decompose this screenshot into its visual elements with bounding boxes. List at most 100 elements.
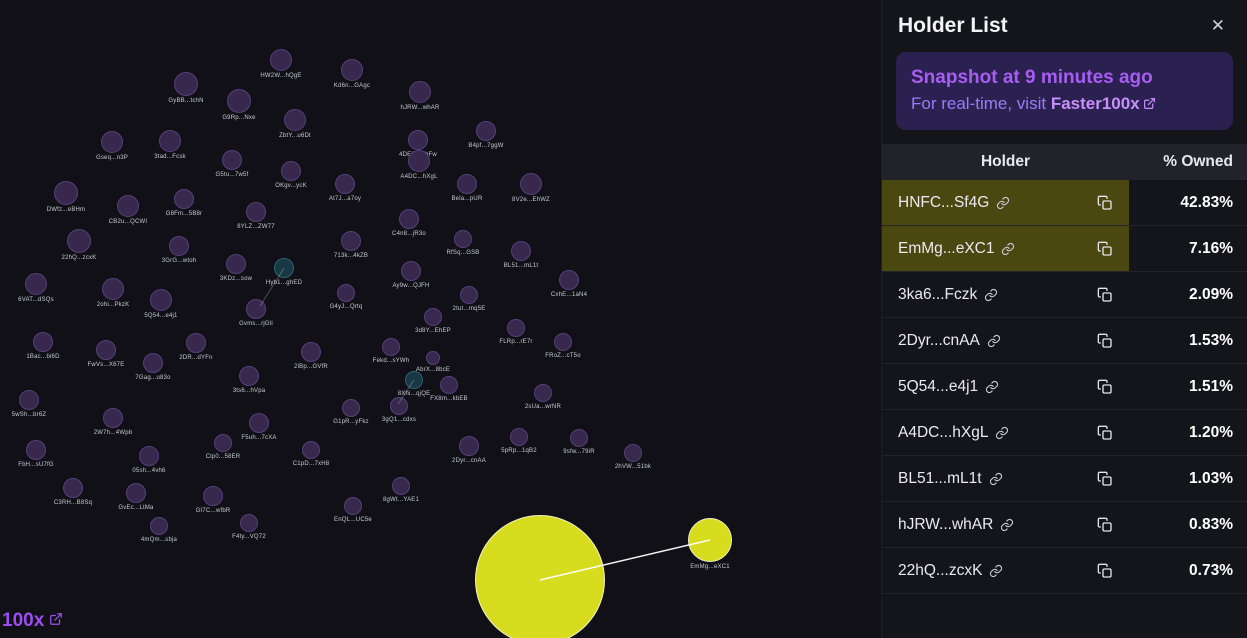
holder-bubble[interactable] xyxy=(174,72,198,96)
holder-bubble[interactable] xyxy=(101,131,123,153)
holder-bubble[interactable] xyxy=(570,429,588,447)
holder-row[interactable]: HNFC...Sf4G 42.83% xyxy=(882,180,1247,226)
copy-button[interactable] xyxy=(1097,471,1113,487)
holder-bubble[interactable] xyxy=(246,202,266,222)
holder-bubble[interactable] xyxy=(249,413,269,433)
address-link-icon[interactable] xyxy=(989,564,1003,578)
holder-bubble[interactable] xyxy=(274,258,294,278)
holder-bubble[interactable] xyxy=(401,261,421,281)
holder-bubble[interactable] xyxy=(270,49,292,71)
copy-button[interactable] xyxy=(1097,195,1113,211)
holder-bubble[interactable] xyxy=(246,299,266,319)
holder-bubble[interactable] xyxy=(117,195,139,217)
holder-bubble[interactable] xyxy=(239,366,259,386)
holder-bubble[interactable] xyxy=(67,229,91,253)
holder-bubble[interactable] xyxy=(408,130,428,150)
holder-bubble[interactable] xyxy=(341,231,361,251)
holder-address[interactable]: EmMg...eXC1 xyxy=(898,239,995,257)
holder-bubble[interactable] xyxy=(301,342,321,362)
holder-bubble[interactable] xyxy=(476,121,496,141)
holder-bubble[interactable] xyxy=(150,289,172,311)
address-link-icon[interactable] xyxy=(996,196,1010,210)
holder-bubble[interactable] xyxy=(554,333,572,351)
faster100x-link[interactable]: Faster100x xyxy=(1051,94,1156,113)
holder-bubble[interactable] xyxy=(342,399,360,417)
holder-bubble[interactable] xyxy=(382,338,400,356)
address-link-icon[interactable] xyxy=(984,288,998,302)
holder-address[interactable]: 5Q54...e4j1 xyxy=(898,377,979,395)
holder-bubble[interactable] xyxy=(459,436,479,456)
copy-button[interactable] xyxy=(1097,517,1113,533)
copy-button[interactable] xyxy=(1097,241,1113,257)
holder-bubble[interactable] xyxy=(511,241,531,261)
holder-bubble[interactable] xyxy=(159,130,181,152)
copy-button[interactable] xyxy=(1097,425,1113,441)
address-link-icon[interactable] xyxy=(987,334,1001,348)
holder-bubble[interactable] xyxy=(457,174,477,194)
holder-bubble[interactable] xyxy=(214,434,232,452)
holder-row[interactable]: 22hQ...zcxK 0.73% xyxy=(882,548,1247,594)
holder-bubble[interactable] xyxy=(302,441,320,459)
holder-bubble[interactable] xyxy=(203,486,223,506)
address-link-icon[interactable] xyxy=(995,426,1009,440)
holder-address[interactable]: 2Dyr...cnAA xyxy=(898,331,980,349)
holder-address[interactable]: hJRW...whAR xyxy=(898,515,994,533)
holder-bubble[interactable] xyxy=(520,173,542,195)
holder-row[interactable]: 2Dyr...cnAA 1.53% xyxy=(882,318,1247,364)
holder-row[interactable]: 5Q54...e4j1 1.51% xyxy=(882,364,1247,410)
holder-bubble[interactable] xyxy=(284,109,306,131)
copy-button[interactable] xyxy=(1097,333,1113,349)
holder-bubble[interactable] xyxy=(186,333,206,353)
address-link-icon[interactable] xyxy=(1000,518,1014,532)
holder-bubble[interactable] xyxy=(408,150,430,172)
holder-bubble[interactable] xyxy=(624,444,642,462)
holder-bubble[interactable] xyxy=(139,446,159,466)
holder-address[interactable]: BL51...mL1t xyxy=(898,469,982,487)
close-button[interactable]: ✕ xyxy=(1207,14,1229,38)
holder-row[interactable]: 3ka6...Fczk 2.09% xyxy=(882,272,1247,318)
holder-row[interactable]: BL51...mL1t 1.03% xyxy=(882,456,1247,502)
copy-button[interactable] xyxy=(1097,563,1113,579)
holder-bubble[interactable] xyxy=(54,181,78,205)
holder-bubble[interactable] xyxy=(222,150,242,170)
holder-bubble[interactable] xyxy=(63,478,83,498)
holder-address[interactable]: 22hQ...zcxK xyxy=(898,561,983,579)
holder-bubble[interactable] xyxy=(26,440,46,460)
holder-bubble[interactable] xyxy=(103,408,123,428)
holder-bubble[interactable] xyxy=(507,319,525,337)
holder-bubble[interactable] xyxy=(126,483,146,503)
holder-bubble[interactable] xyxy=(102,278,124,300)
address-link-icon[interactable] xyxy=(985,380,999,394)
holder-bubble[interactable] xyxy=(426,351,440,365)
holder-bubble[interactable] xyxy=(440,376,458,394)
holder-bubble[interactable] xyxy=(19,390,39,410)
holder-bubble[interactable] xyxy=(392,477,410,495)
copy-button[interactable] xyxy=(1097,287,1113,303)
holder-bubble[interactable] xyxy=(424,308,442,326)
holder-bubble[interactable] xyxy=(150,517,168,535)
holder-bubble[interactable] xyxy=(335,174,355,194)
holder-bubble[interactable] xyxy=(174,189,194,209)
holder-bubble[interactable] xyxy=(337,284,355,302)
holder-address[interactable]: 3ka6...Fczk xyxy=(898,285,978,303)
holder-bubble[interactable] xyxy=(454,230,472,248)
holder-bubble[interactable] xyxy=(405,371,423,389)
holder-bubble[interactable] xyxy=(460,286,478,304)
holder-bubble[interactable] xyxy=(475,515,605,638)
watermark-brand[interactable]: 100x xyxy=(2,610,63,632)
copy-button[interactable] xyxy=(1097,379,1113,395)
holder-bubble[interactable] xyxy=(399,209,419,229)
address-link-icon[interactable] xyxy=(989,472,1003,486)
holder-address[interactable]: HNFC...Sf4G xyxy=(898,193,990,211)
holder-bubble[interactable] xyxy=(510,428,528,446)
holder-bubble[interactable] xyxy=(143,353,163,373)
holder-bubble[interactable] xyxy=(344,497,362,515)
holder-bubble[interactable] xyxy=(341,59,363,81)
holder-row[interactable]: EmMg...eXC1 7.16% xyxy=(882,226,1247,272)
holder-bubble[interactable] xyxy=(688,518,732,562)
holder-address[interactable]: A4DC...hXgL xyxy=(898,423,989,441)
holder-bubble[interactable] xyxy=(534,384,552,402)
address-link-icon[interactable] xyxy=(1001,242,1015,256)
holder-row[interactable]: A4DC...hXgL 1.20% xyxy=(882,410,1247,456)
